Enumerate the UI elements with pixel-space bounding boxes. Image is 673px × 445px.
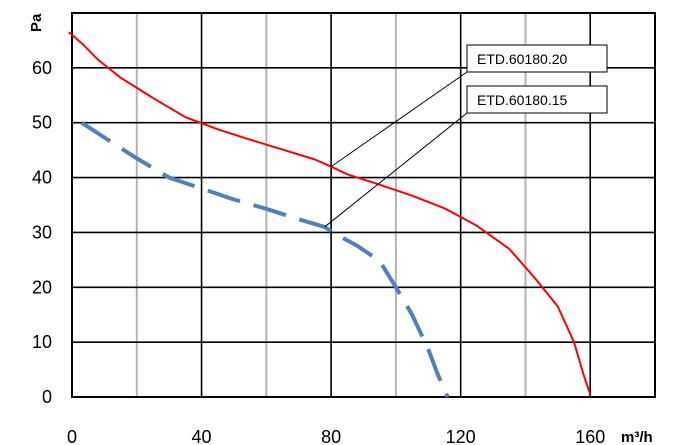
- y-tick-label: 30: [32, 222, 52, 242]
- x-axis-unit-label: m³/h: [621, 429, 653, 445]
- minor-gridlines: [135, 13, 527, 397]
- y-tick-label: 60: [32, 58, 52, 78]
- x-tick-label: 40: [192, 427, 212, 445]
- y-tick-label: 40: [32, 168, 52, 188]
- x-axis-tick-labels: 0 40 80 120 160: [67, 427, 605, 445]
- callout-leader-line: [324, 112, 468, 228]
- plot-area-border: [71, 12, 656, 398]
- series-name-label: ETD.60180.15: [477, 92, 567, 108]
- callout-leader-line: [330, 71, 468, 168]
- x-tick-label: 160: [575, 427, 605, 445]
- callout-box: [466, 44, 608, 73]
- y-tick-label: 10: [32, 332, 52, 352]
- series-line-1: [68, 31, 592, 395]
- x-tick-label: 80: [321, 427, 341, 445]
- x-tick-label: 0: [67, 427, 77, 445]
- y-axis-unit-label: Pa: [28, 13, 45, 32]
- series-name-label: ETD.60180.20: [477, 51, 567, 67]
- x-tick-label: 120: [446, 427, 476, 445]
- series-callouts: ETD.60180.20 ETD.60180.15: [324, 44, 608, 228]
- y-axis-tick-labels: 0 10 20 30 40 50 60: [32, 58, 52, 407]
- callout-box: [466, 85, 608, 114]
- y-tick-label: 20: [32, 277, 52, 297]
- y-tick-label: 0: [42, 387, 52, 407]
- y-tick-label: 50: [32, 113, 52, 133]
